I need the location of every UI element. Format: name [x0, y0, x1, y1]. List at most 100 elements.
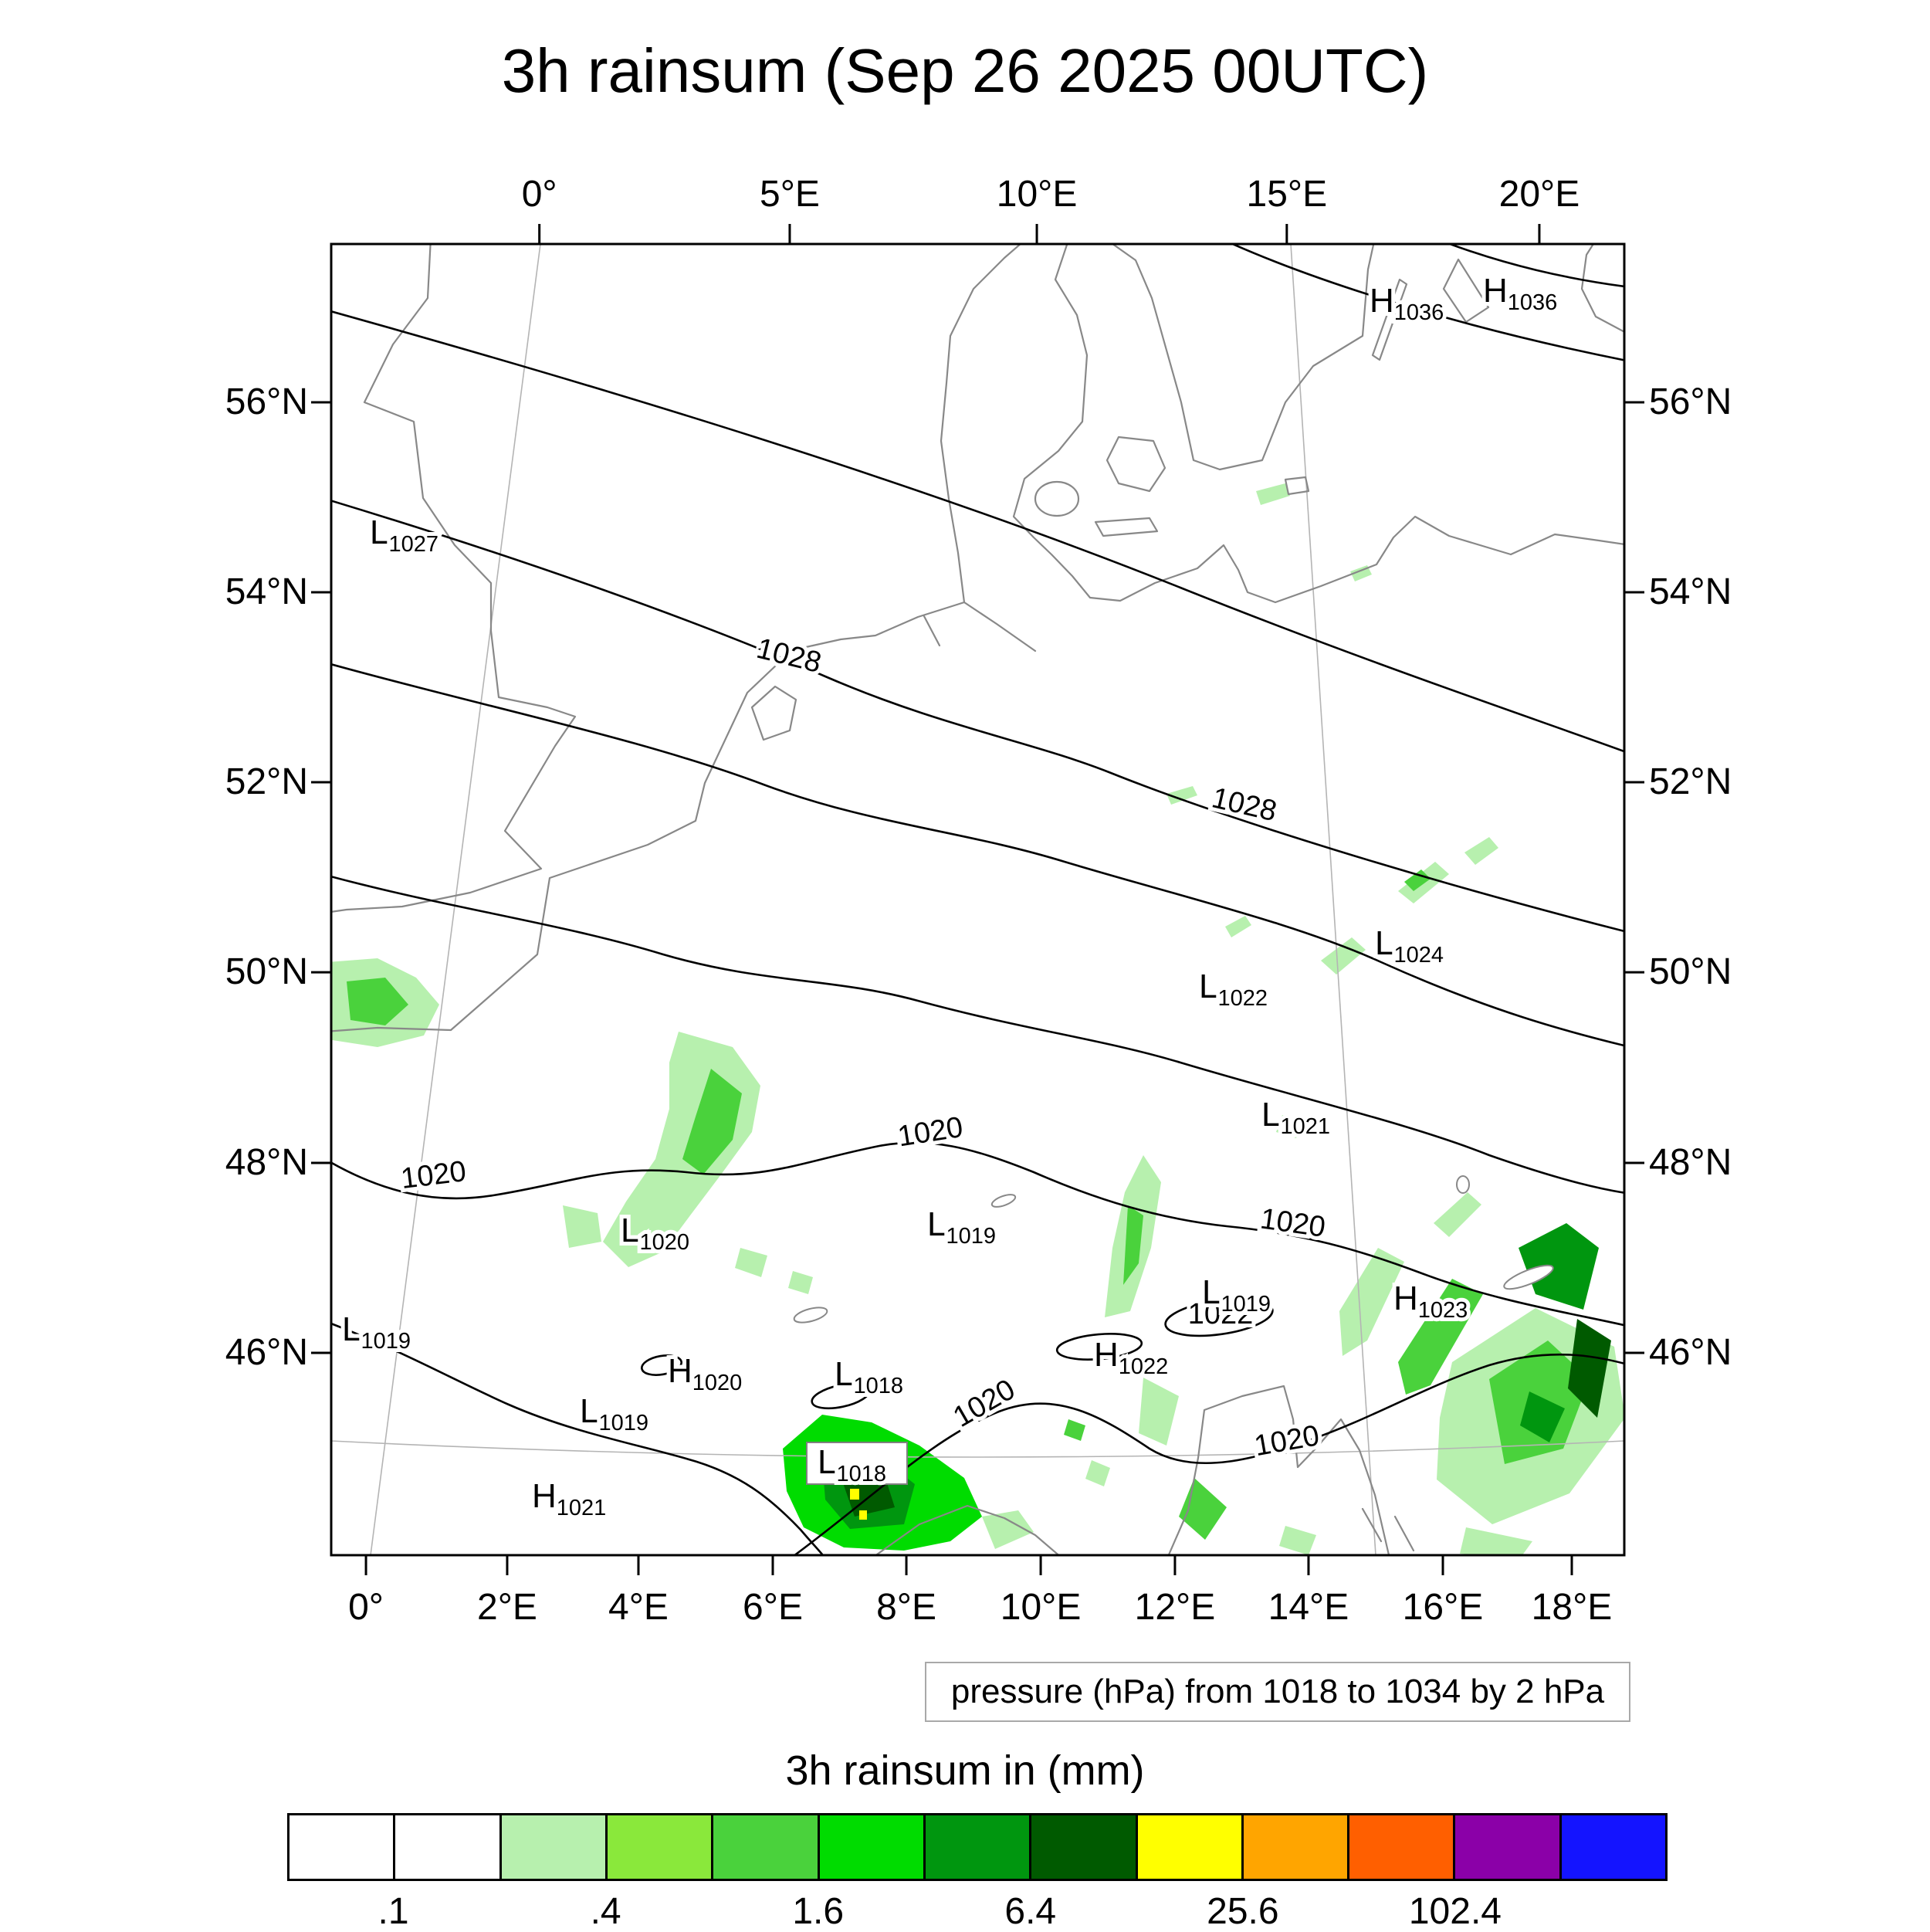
pressure-low-marker: L1019 — [342, 1310, 411, 1354]
rain-area — [1279, 1526, 1316, 1555]
parallel-45N — [331, 1440, 1624, 1458]
colorbar-tick-label: 25.6 — [1207, 1891, 1279, 1932]
pressure-high-marker: H1036 — [1483, 272, 1557, 315]
axis-label-right: 52°N — [1649, 761, 1732, 803]
rain-area — [1256, 483, 1290, 505]
axis-label-bottom: 4°E — [608, 1587, 669, 1628]
isobar-value-label: 1028 — [753, 632, 824, 680]
rain-area — [1225, 916, 1251, 937]
axis-label-left: 52°N — [225, 761, 308, 803]
isobar-value-label: 1020 — [948, 1373, 1021, 1434]
axis-label-bottom: 10°E — [1000, 1587, 1082, 1628]
axis-label-bottom: 16°E — [1402, 1587, 1484, 1628]
rain-area — [1568, 1319, 1611, 1418]
axis-label-right: 50°N — [1649, 951, 1732, 993]
colorbar-cell — [395, 1815, 502, 1879]
pressure-high-marker: H1036 — [1370, 282, 1444, 325]
isobar-value-label: 1020 — [1258, 1202, 1328, 1243]
coastline-denmark-baltic — [1012, 244, 1624, 604]
axis-label-left: 56°N — [225, 381, 308, 422]
lake-neusiedl — [1456, 1175, 1470, 1194]
pressure-legend-box: pressure (hPa) from 1018 to 1034 by 2 hP… — [925, 1662, 1630, 1722]
axis-label-top: 10°E — [996, 174, 1078, 215]
coastline-britain — [331, 244, 577, 913]
isobar-1020-north — [331, 1141, 1624, 1327]
colorbar-cell — [925, 1815, 1032, 1879]
graticule — [331, 244, 1624, 1555]
colorbar-cell — [1349, 1815, 1456, 1879]
pressure-low-marker: L1020 — [621, 1212, 689, 1255]
rain-area — [563, 1205, 601, 1248]
axis-label-right: 48°N — [1649, 1141, 1732, 1183]
pressure-system-labels: L1027 H1036 H1036 L1024 L1022 L1021 L1020 L1019… — [338, 268, 1561, 1524]
rain-area — [1339, 1248, 1404, 1356]
pressure-low-marker: L1021 — [1261, 1096, 1330, 1139]
pressure-low-marker: L1019 — [580, 1392, 648, 1435]
island-bornholm — [1284, 476, 1310, 496]
rain-area — [347, 978, 408, 1025]
lake-ijsselmeer — [750, 685, 797, 741]
axis-label-left: 54°N — [225, 571, 308, 612]
rain-area — [682, 1069, 742, 1174]
axis-label-right: 54°N — [1649, 571, 1732, 612]
isobar-1024 — [331, 875, 1624, 1195]
axis-label-right: 46°N — [1649, 1331, 1732, 1373]
colorbar-cell — [1243, 1815, 1350, 1879]
label-box — [806, 1442, 908, 1485]
colorbar-title: 3h rainsum in (mm) — [785, 1747, 1145, 1794]
colorbar-tick-label: 1.6 — [792, 1891, 845, 1932]
rain-area — [1166, 786, 1197, 805]
colorbar-tick-label: 6.4 — [1004, 1891, 1057, 1932]
lake-geneva — [793, 1307, 828, 1324]
isobar-value-label: 1020 — [399, 1155, 468, 1195]
axis-label-bottom: 2°E — [477, 1587, 537, 1628]
coastline-continent-north — [331, 244, 1022, 1032]
colorbar-cell — [1031, 1815, 1138, 1879]
pressure-low-marker: L1018 — [835, 1355, 903, 1398]
rain-area — [1464, 837, 1498, 865]
rain-area — [1520, 1391, 1565, 1442]
axis-label-bottom: 14°E — [1268, 1587, 1349, 1628]
isobar-closed-1022 — [1164, 1297, 1274, 1337]
rain-area — [1321, 937, 1366, 974]
axis-label-top: 5°E — [760, 174, 820, 215]
colorbar-cell — [290, 1815, 396, 1879]
lake-constance — [990, 1194, 1017, 1208]
coastline-adriatic — [1167, 1385, 1390, 1555]
isobar-value-label: 1020 — [1252, 1419, 1322, 1463]
rain-area — [1519, 1223, 1599, 1310]
pressure-low-marker: L1019 — [1202, 1273, 1271, 1317]
axis-ticks — [311, 224, 1644, 1575]
rain-area — [1276, 1115, 1302, 1138]
isobar-value-label: 1028 — [1209, 781, 1280, 828]
rain-area — [1064, 1419, 1085, 1441]
axis-label-top: 0° — [521, 174, 557, 215]
island-lolland — [1094, 517, 1159, 537]
isobar-closed-high — [1055, 1333, 1143, 1361]
rain-area — [1434, 1192, 1481, 1237]
axis-label-right: 56°N — [1649, 381, 1732, 422]
coastlines — [331, 244, 1624, 1555]
axis-label-bottom: 18°E — [1531, 1587, 1613, 1628]
isobar-1019 — [331, 1322, 824, 1555]
island-gotland — [1442, 258, 1490, 324]
isobar-1030 — [331, 310, 1624, 753]
pressure-low-marker: L1019 — [927, 1205, 996, 1249]
meridian-15E — [1290, 244, 1376, 1555]
rain-area — [1404, 869, 1431, 891]
axis-label-left: 46°N — [225, 1331, 308, 1373]
pressure-low-marker: L1018 — [818, 1443, 886, 1486]
rain-area — [1123, 1205, 1143, 1285]
isobar-1036 — [1447, 244, 1624, 288]
lake-balaton — [1503, 1264, 1554, 1290]
rain-area — [850, 1489, 859, 1500]
pressure-high-marker: H1020 — [668, 1352, 742, 1395]
coastline-sweden — [1111, 244, 1375, 471]
rain-area — [735, 1248, 767, 1277]
rain-area — [859, 1510, 867, 1520]
axis-label-left: 48°N — [225, 1141, 308, 1183]
axis-label-top: 20°E — [1498, 174, 1580, 215]
